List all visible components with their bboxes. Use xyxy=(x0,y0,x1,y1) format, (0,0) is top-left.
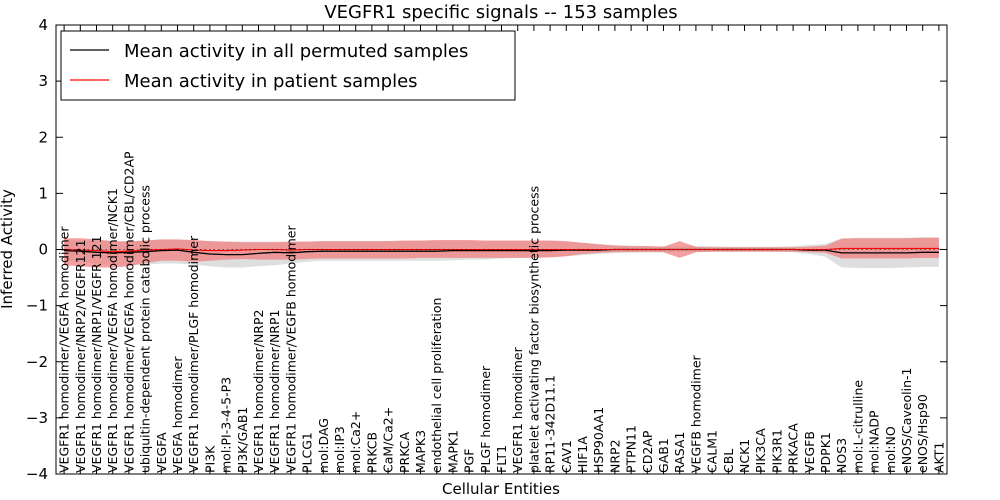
x-tick-label: NCK1 xyxy=(737,439,752,473)
legend-patient-label: Mean activity in patient samples xyxy=(124,71,418,92)
x-tick-label: MAPK3 xyxy=(413,430,428,473)
x-tick-label: VEGFR1 homodimer/PLGF homodimer xyxy=(186,235,201,473)
x-tick-label: VEGFB xyxy=(802,431,817,473)
y-tick-label: −4 xyxy=(26,465,48,483)
x-tick-label: ubiquitin-dependent protein catabolic pr… xyxy=(138,185,153,473)
legend-permuted-label: Mean activity in all permuted samples xyxy=(124,41,468,62)
x-tick-label: mol:PI-3-4-5-P3 xyxy=(219,377,234,473)
plot-area: 4 3 2 1 0 −1 −2 −3 −4 VEGFR1 homodimer/VEGFA hom… xyxy=(26,16,948,483)
x-tick-label: PI3K/GAB1 xyxy=(235,407,250,473)
x-tick-label: mol:NADP xyxy=(867,410,882,473)
y-tick-label: −3 xyxy=(26,409,48,427)
x-tick-label: CD2AP xyxy=(640,430,655,473)
x-tick-label: VEGFR1 homodimer/NRP1/VEGFR 121 xyxy=(89,235,104,473)
x-tick-label: CALM1 xyxy=(705,430,720,473)
x-tick-label: VEGFR1 homodimer/VEGFA homodimer xyxy=(57,226,72,473)
x-tick-label: HIF1A xyxy=(575,436,590,473)
patient-confidence-band xyxy=(64,237,939,268)
x-axis-label: Cellular Entities xyxy=(442,480,560,498)
x-tick-label: PRKACA xyxy=(786,423,801,473)
x-tick-label: endothelial cell proliferation xyxy=(429,298,444,473)
chart-title: VEGFR1 specific signals -- 153 samples xyxy=(324,2,677,23)
x-tick-label: PGF xyxy=(462,449,477,473)
x-tick-label: CBL xyxy=(721,449,736,473)
x-tick-label: mol:DAG xyxy=(316,418,331,473)
series-lines xyxy=(56,247,947,256)
x-tick-label: CAV1 xyxy=(559,440,574,473)
x-tick-label: platelet activating factor biosynthetic … xyxy=(526,186,541,473)
y-tick-label: 0 xyxy=(38,241,48,259)
x-axis xyxy=(63,25,940,474)
x-tick-label: PI3K xyxy=(202,445,217,473)
legend-box xyxy=(60,30,516,101)
x-tick-label: PIK3R1 xyxy=(769,429,784,473)
y-axis-label: Inferred Activity xyxy=(0,189,16,309)
x-tick-label: MAPK1 xyxy=(445,430,460,473)
x-tick-label: VEGFR1 homodimer/NRP2 xyxy=(251,310,266,473)
x-tick-label: PRKCA xyxy=(397,432,412,473)
x-tick-label: VEGFR1 homodimer/NRP2/VEGFR121 xyxy=(73,239,88,473)
x-tick-label: VEGFA homodimer xyxy=(170,356,185,473)
x-tick-label: NOS3 xyxy=(834,438,849,473)
y-tick-label: −2 xyxy=(26,353,48,371)
confidence-bands xyxy=(64,237,939,268)
y-tick-label: 2 xyxy=(38,128,48,146)
x-tick-label: mol:L-citrulline xyxy=(850,380,865,473)
x-tick-label: PDPK1 xyxy=(818,432,833,473)
x-tick-label: eNOS/Caveolin-1 xyxy=(899,368,914,473)
x-tick-label: PLCG1 xyxy=(300,432,315,473)
x-tick-label: VEGFA xyxy=(154,432,169,473)
y-tick-label: 4 xyxy=(38,16,48,34)
x-tick-label: eNOS/Hsp90 xyxy=(915,394,930,473)
x-tick-label: AKT1 xyxy=(931,442,946,473)
y-tick-label: 3 xyxy=(38,72,48,90)
x-tick-label: NRP2 xyxy=(607,439,622,473)
x-tick-label: PRKCB xyxy=(364,432,379,473)
y-tick-label: −1 xyxy=(26,297,48,315)
legend: Mean activity in all permuted samples Me… xyxy=(60,30,516,101)
y-tick-label: 1 xyxy=(38,184,48,202)
x-tick-labels: VEGFR1 homodimer/VEGFA homodimer VEGFR1 h… xyxy=(57,151,947,473)
x-tick-label: PLGF homodimer xyxy=(478,365,493,473)
x-tick-label: FLT1 xyxy=(494,445,509,473)
x-tick-label: RP11-342D11.1 xyxy=(543,375,558,473)
x-tick-label: PIK3CA xyxy=(753,428,768,473)
x-tick-label: PTPN11 xyxy=(624,425,639,473)
x-tick-label: GAB1 xyxy=(656,438,671,473)
x-tick-label: VEGFB homodimer xyxy=(688,354,703,473)
y-axis: 4 3 2 1 0 −1 −2 −3 −4 xyxy=(26,16,947,483)
x-tick-label: VEGFR1 homodimer/VEGFB homodimer xyxy=(283,225,298,473)
x-tick-label: VEGFR1 homodimer/NRP1 xyxy=(267,310,282,473)
x-tick-label: HSP90AA1 xyxy=(591,407,606,473)
x-tick-label: CaM/Ca2+ xyxy=(381,407,396,473)
x-tick-label: mol:IP3 xyxy=(332,426,347,473)
x-tick-label: VEGFR1 homodimer/VEGFA homodimer/NCK1 xyxy=(105,188,120,473)
x-tick-label: mol:Ca2+ xyxy=(348,411,363,473)
x-tick-label: VEGFR1 homodimer xyxy=(510,346,525,473)
x-tick-label: RASA1 xyxy=(672,432,687,473)
x-tick-label: mol:NO xyxy=(883,426,898,473)
x-tick-label: VEGFR1 homodimer/VEGFA homodimer/CBL/CD2… xyxy=(121,151,136,473)
